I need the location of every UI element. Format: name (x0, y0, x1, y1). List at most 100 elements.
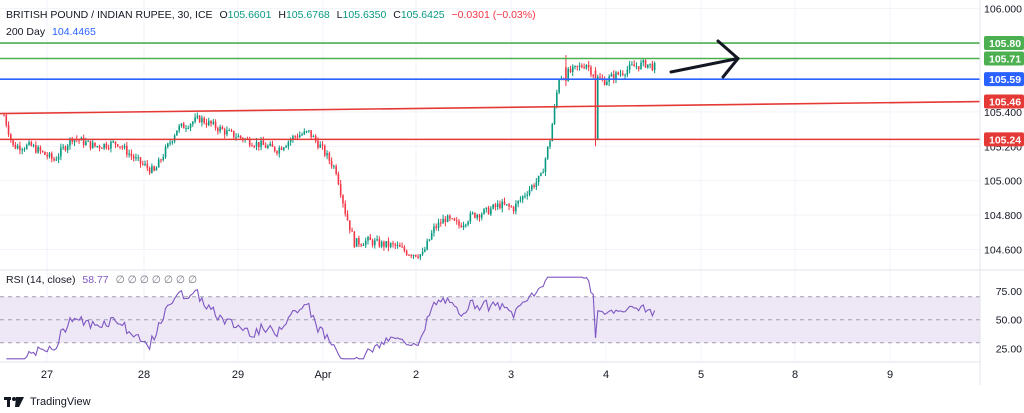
candle-body (449, 215, 451, 219)
candle-body (289, 139, 292, 142)
rsi-tick-label: 50.00 (996, 315, 1022, 327)
candle-body (14, 144, 17, 149)
candle-body (496, 203, 499, 207)
arrow-drawing[interactable] (669, 39, 740, 79)
ma-legend[interactable]: 200 Day 104.4465 (6, 26, 100, 38)
candle-body (619, 73, 622, 75)
candle-body (405, 250, 408, 255)
candle-body (628, 64, 631, 70)
candle-body (180, 123, 183, 126)
time-tick-label: Apr (314, 369, 331, 381)
candle-body (631, 64, 633, 66)
candle-body (642, 60, 645, 63)
candle-body (346, 213, 349, 221)
candle-body (123, 145, 126, 148)
candle-body (440, 222, 442, 224)
candle-body (55, 159, 58, 161)
candle-body (592, 74, 595, 77)
candle-body (212, 121, 215, 124)
candle-body (223, 129, 226, 135)
candle-body (617, 72, 620, 75)
candle-body (62, 146, 64, 148)
candle-body (157, 159, 160, 168)
candle-body (344, 203, 347, 214)
change-value: −0.0301 (−0.03%) (451, 9, 536, 21)
candle-body (255, 142, 258, 147)
candle-body (169, 142, 171, 144)
candle-body (549, 141, 551, 147)
candle-body (462, 225, 465, 228)
candle-body (103, 143, 105, 149)
candle-body (339, 184, 342, 196)
candle-body (48, 153, 51, 157)
candle-body (455, 220, 458, 222)
candle-body (581, 65, 583, 68)
candlestick-series (3, 55, 656, 261)
symbol-legend: BRITISH POUND / INDIAN RUPEE, 30, ICE O1… (6, 9, 540, 21)
candle-body (492, 204, 494, 209)
time-tick-label: 4 (603, 369, 609, 381)
rsi-value: 58.77 (82, 274, 109, 286)
candle-body (483, 209, 485, 215)
candle-body (553, 106, 556, 125)
high-value: 105.6768 (285, 9, 330, 21)
candle-body (510, 206, 513, 208)
price-level-tag (984, 51, 1024, 66)
candle-body (321, 144, 324, 146)
candle-body (269, 143, 271, 146)
price-tick-label: 104.800 (984, 210, 1022, 222)
candle-body (121, 146, 124, 148)
candle-body (167, 143, 169, 148)
candle-body (228, 130, 231, 132)
candle-body (89, 140, 92, 149)
candle-body (60, 147, 62, 157)
rsi-axis[interactable]: 75.00 50.00 25.00 (996, 286, 1022, 356)
candle-body (647, 64, 649, 68)
brand-name[interactable]: TradingView (30, 396, 91, 408)
candle-body (599, 76, 601, 78)
candle-body (205, 122, 208, 126)
candle-body (546, 146, 549, 159)
candle-body (192, 121, 194, 125)
candle-body (569, 68, 572, 72)
candle-body (32, 145, 35, 147)
candle-body (435, 226, 438, 229)
footer: TradingView (4, 396, 91, 408)
candle-body (424, 249, 426, 252)
candle-body (314, 136, 317, 141)
symbol-title[interactable]: BRITISH POUND / INDIAN RUPEE, 30, ICE (6, 9, 213, 21)
candle-body (542, 171, 544, 174)
time-axis[interactable]: 27 28 29 Apr 2 3 4 5 8 9 (41, 369, 893, 381)
candle-body (253, 146, 256, 148)
candle-body (271, 143, 274, 147)
candle-body (355, 238, 358, 247)
candle-body (41, 150, 44, 152)
rsi-legend[interactable]: RSI (14, close) 58.77 ∅ ∅ ∅ ∅ ∅ ∅ ∅ (6, 274, 201, 286)
price-level-lines[interactable] (0, 42, 981, 141)
candle-body (533, 185, 535, 187)
candle-body (519, 199, 522, 201)
candle-body (419, 254, 422, 258)
candle-body (39, 147, 42, 151)
rsi-series (6, 276, 656, 360)
candle-body (219, 126, 221, 132)
candle-body (651, 63, 654, 71)
candle-body (119, 146, 121, 148)
candle-body (480, 214, 483, 218)
candle-body (610, 74, 613, 77)
candle-body (412, 254, 415, 257)
price-level-tag-label: 105.24 (989, 134, 1021, 146)
candle-body (414, 254, 417, 257)
candle-body (239, 135, 242, 138)
close-label: C (393, 9, 401, 21)
candle-body (114, 141, 117, 145)
candle-body (342, 195, 344, 204)
candle-body (30, 142, 33, 146)
candle-body (417, 256, 419, 258)
candle-body (394, 244, 397, 246)
candle-body (226, 130, 228, 135)
candle-body (362, 244, 365, 246)
candle-body (615, 72, 617, 80)
candle-body (210, 120, 212, 124)
